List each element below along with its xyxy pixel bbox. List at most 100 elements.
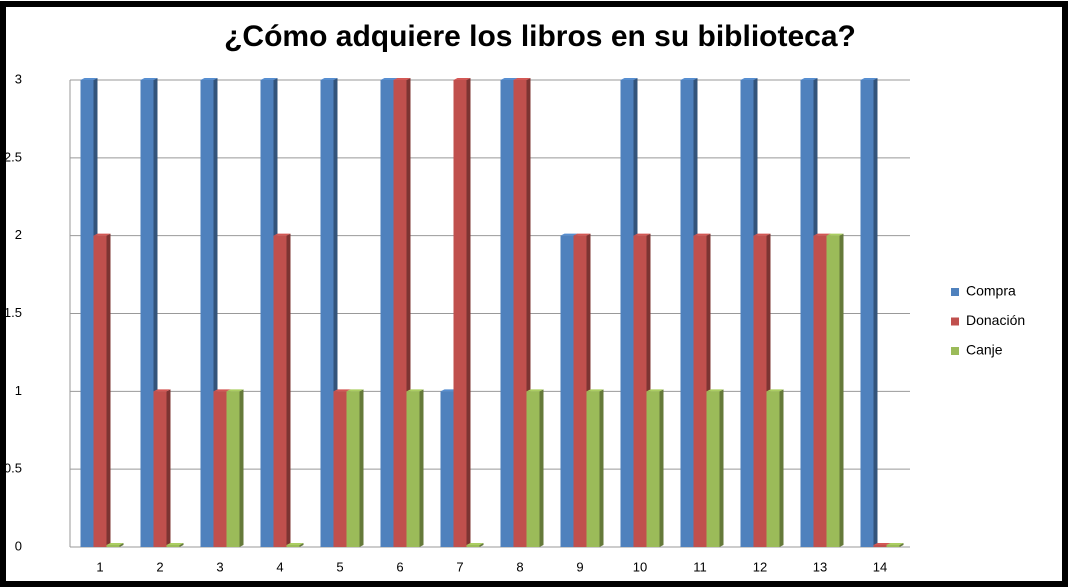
legend-label: Donación [966, 312, 1025, 328]
bar-front [740, 80, 754, 547]
bar-top [320, 78, 338, 80]
bar-front [466, 545, 480, 547]
bar [346, 389, 364, 547]
bar-top [586, 389, 604, 392]
bar [153, 389, 171, 547]
bar-front [886, 545, 900, 547]
bar-top [526, 389, 544, 392]
bar-top [800, 78, 818, 80]
bar-top [153, 389, 171, 392]
bar-side [239, 389, 244, 547]
x-tick-label: 11 [693, 559, 707, 574]
bar-front [813, 235, 827, 547]
bar-front [320, 80, 334, 547]
bar-front [333, 391, 347, 547]
bar-side [479, 543, 484, 547]
bar [93, 233, 111, 547]
y-tick-label: 0 [15, 538, 22, 553]
bar-side [106, 233, 111, 547]
x-tick-label: 3 [216, 559, 223, 574]
bar [646, 389, 664, 547]
bar-front [346, 391, 360, 547]
bar-top [393, 78, 411, 80]
x-tick-label: 2 [156, 559, 163, 574]
bar-front [873, 545, 887, 547]
bar-top [573, 233, 591, 236]
bar-front [200, 80, 214, 547]
bar-side [166, 389, 171, 547]
bar-front [286, 545, 300, 547]
bar-front [393, 80, 407, 547]
bar-top [513, 78, 531, 80]
bar-top [500, 78, 518, 80]
bar-front [693, 235, 707, 547]
bar-front [500, 80, 514, 547]
bar-side [466, 78, 471, 547]
legend-swatch [951, 317, 959, 326]
bar-front [153, 391, 167, 547]
legend-swatch [951, 347, 959, 355]
y-tick-label: 3 [15, 71, 22, 86]
bar-front [260, 80, 274, 547]
bar-top [406, 389, 424, 392]
bar-front [273, 235, 287, 547]
bar-front [226, 391, 240, 547]
bar-side [779, 389, 784, 547]
x-tick-label: 1 [96, 559, 103, 574]
bar-top [93, 233, 111, 236]
bar-front [440, 391, 454, 547]
bar-side [873, 78, 878, 547]
x-tick-label: 4 [276, 559, 283, 574]
bar-top [213, 389, 231, 392]
legend-label: Compra [966, 283, 1016, 299]
x-tick-label: 10 [633, 559, 647, 574]
bar-side [839, 233, 844, 547]
chart-title: ¿Cómo adquiere los libros en su bibliote… [224, 20, 856, 53]
bar [466, 543, 484, 547]
bar-top [166, 543, 184, 545]
bar [106, 543, 124, 547]
bar [586, 389, 604, 547]
bar-top [560, 233, 578, 236]
bar-front [140, 80, 154, 547]
bar-top [440, 389, 458, 392]
bar [766, 389, 784, 547]
bar-top [873, 543, 891, 545]
bar-top [620, 78, 638, 80]
bar-top [200, 78, 218, 80]
bar [273, 233, 291, 547]
bar [166, 543, 184, 547]
bar-front [800, 80, 814, 547]
bar-top [226, 389, 244, 392]
bar [286, 543, 304, 547]
bar-top [886, 543, 904, 545]
bar-side [599, 389, 604, 547]
x-tick-label: 8 [516, 559, 523, 574]
bar-front [80, 80, 94, 547]
bar-side [359, 389, 364, 547]
bar-front [106, 545, 120, 547]
bar-top [273, 233, 291, 236]
x-tick-label: 9 [576, 559, 583, 574]
bar [826, 233, 844, 547]
x-tick-label: 14 [873, 559, 887, 574]
x-tick-label: 6 [396, 559, 403, 574]
bar-front [620, 80, 634, 547]
y-tick-label: 1 [15, 383, 22, 398]
bar-top [140, 78, 158, 80]
bar-front [586, 391, 600, 547]
bar-top [380, 78, 398, 80]
bar-front [526, 391, 540, 547]
bar-front [573, 235, 587, 547]
bar-side [299, 543, 304, 547]
bar-side [419, 389, 424, 547]
bar-side [286, 233, 291, 547]
bar-side [719, 389, 724, 547]
x-tick-label: 12 [753, 559, 767, 574]
bar-front [633, 235, 647, 547]
bar-top [706, 389, 724, 392]
bar-top [753, 233, 771, 236]
bar-top [860, 78, 878, 80]
bar-front [453, 80, 467, 547]
